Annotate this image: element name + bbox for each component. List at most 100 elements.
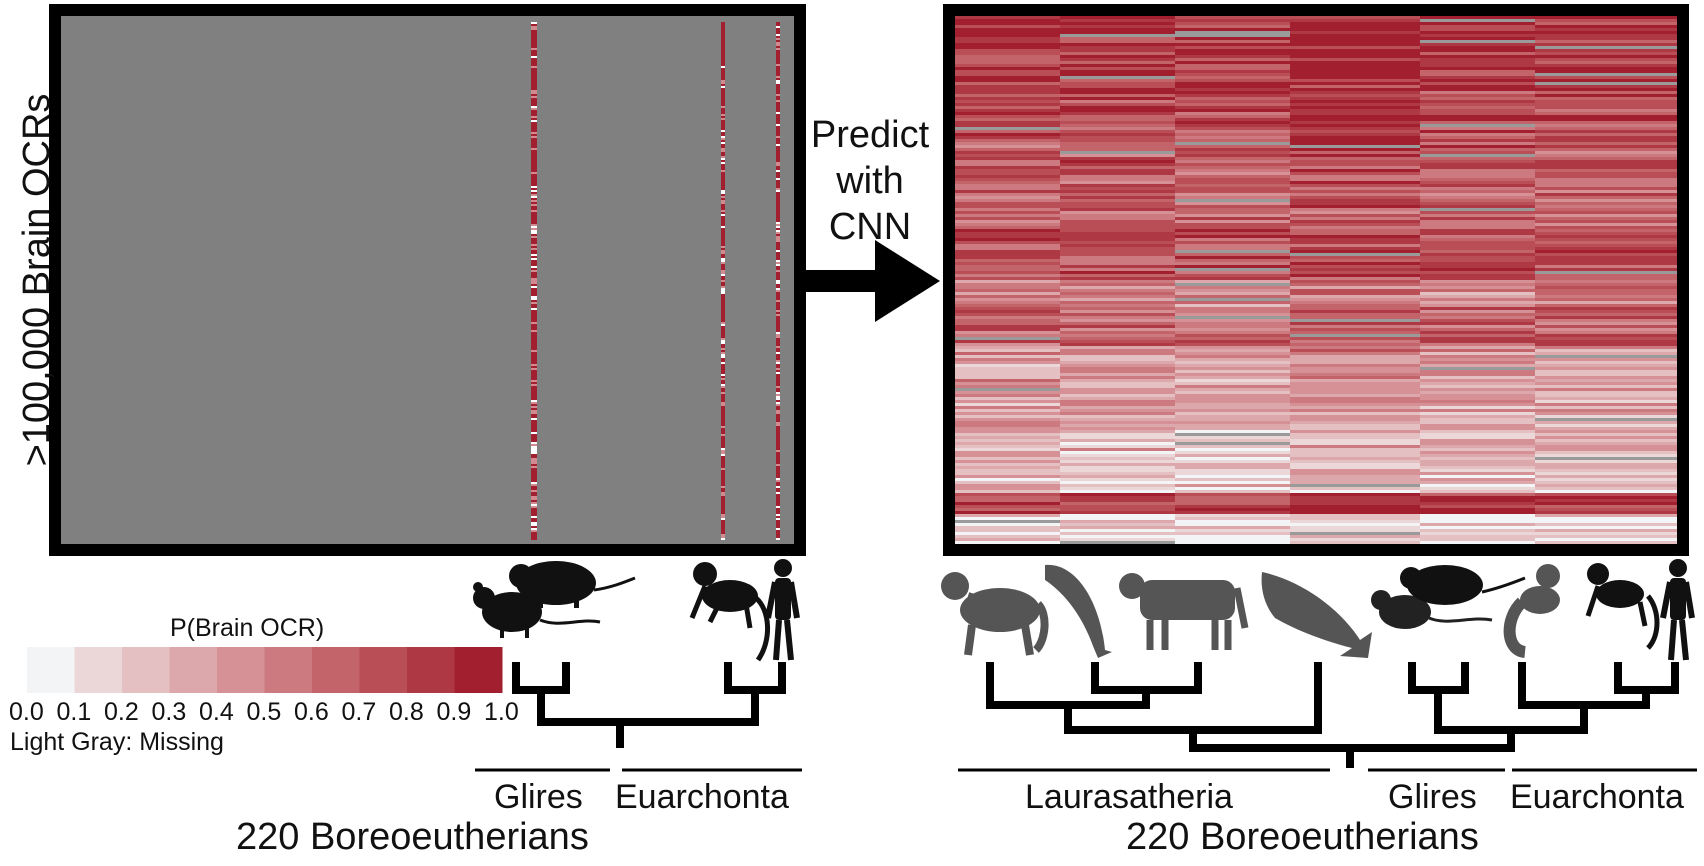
right-heatmap-cell: [1060, 433, 1175, 436]
rat-icon-right: [1400, 565, 1526, 605]
left-observed-cell: [531, 308, 537, 310]
right-heatmap-cell: [1420, 331, 1535, 334]
left-observed-cell: [776, 96, 780, 98]
left-observed-cell: [776, 64, 780, 66]
right-heatmap-cell: [1060, 43, 1175, 46]
right-heatmap-cell: [1535, 409, 1677, 412]
left-observed-cell: [531, 26, 537, 28]
right-heatmap-cell: [1175, 31, 1290, 34]
left-observed-cell: [776, 74, 780, 76]
right-heatmap-cell: [1175, 85, 1290, 88]
left-observed-cell: [776, 384, 780, 386]
right-heatmap-cell: [1420, 22, 1535, 25]
right-heatmap-cell: [955, 373, 1060, 376]
left-observed-cell: [721, 320, 725, 322]
right-heatmap-cell: [955, 361, 1060, 364]
left-observed-cell: [776, 32, 780, 34]
right-heatmap-cell: [955, 250, 1060, 253]
right-heatmap-cell: [1420, 145, 1535, 148]
right-heatmap-cell: [1535, 19, 1677, 22]
left-observed-cell: [531, 276, 537, 278]
right-heatmap-cell: [1175, 484, 1290, 487]
left-observed-cell: [776, 334, 780, 336]
left-observed-cell: [776, 70, 780, 72]
right-heatmap-cell: [1175, 448, 1290, 451]
left-observed-cell: [776, 358, 780, 360]
left-observed-cell: [776, 308, 780, 310]
right-heatmap-cell: [1060, 79, 1175, 82]
left-observed-cell: [531, 272, 537, 274]
right-heatmap-cell: [955, 235, 1060, 238]
left-observed-cell: [776, 152, 780, 154]
left-observed-cell: [531, 170, 537, 172]
right-heatmap-cell: [1060, 502, 1175, 505]
left-observed-cell: [721, 36, 725, 38]
left-observed-cell: [531, 330, 537, 332]
right-heatmap-cell: [1290, 376, 1420, 379]
left-observed-cell: [776, 162, 780, 164]
right-heatmap-cell: [1060, 292, 1175, 295]
right-heatmap-cell: [1175, 232, 1290, 235]
left-observed-cell: [776, 236, 780, 238]
right-heatmap-cell: [1175, 250, 1290, 253]
right-heatmap-cell: [1175, 367, 1290, 370]
left-observed-cell: [776, 470, 780, 472]
left-observed-cell: [721, 278, 725, 280]
left-observed-cell: [531, 102, 537, 104]
left-observed-cell: [776, 328, 780, 330]
right-heatmap-cell: [955, 508, 1060, 511]
left-observed-cell: [531, 356, 537, 358]
left-observed-cell: [721, 440, 725, 442]
right-heatmap-cell: [1535, 184, 1677, 187]
right-heatmap-cell: [1290, 55, 1420, 58]
right-heatmap-cell: [1290, 496, 1420, 499]
left-observed-cell: [776, 276, 780, 278]
right-heatmap-cell: [1060, 385, 1175, 388]
right-heatmap-cell: [1060, 469, 1175, 472]
right-heatmap-cell: [1060, 205, 1175, 208]
left-observed-cell: [531, 522, 537, 524]
right-heatmap-cell: [1060, 115, 1175, 118]
left-observed-cell: [776, 56, 780, 58]
right-heatmap-cell: [955, 76, 1060, 79]
right-heatmap-cell: [1290, 325, 1420, 328]
right-heatmap-cell: [1175, 214, 1290, 217]
right-heatmap-cell: [1060, 199, 1175, 202]
legend-swatch: [74, 647, 123, 693]
left-observed-cell: [531, 402, 537, 404]
right-heatmap-cell: [1175, 328, 1290, 331]
left-observed-cell: [531, 416, 537, 418]
right-heatmap-cell: [1420, 496, 1535, 499]
left-observed-cell: [776, 112, 780, 114]
left-observed-cell: [721, 380, 725, 382]
left-observed-cell: [531, 486, 537, 488]
right-heatmap-cell: [1060, 106, 1175, 109]
left-observed-cell: [776, 346, 780, 348]
right-heatmap-cell: [1060, 229, 1175, 232]
right-heatmap-cell: [1060, 520, 1175, 523]
right-heatmap-cell: [1175, 355, 1290, 358]
right-heatmap-cell: [955, 91, 1060, 94]
right-heatmap-cell: [1290, 28, 1420, 31]
right-heatmap-cell: [955, 535, 1060, 538]
left-observed-cell: [776, 86, 780, 88]
right-heatmap-cell: [1420, 58, 1535, 61]
left-observed-cell: [531, 224, 537, 226]
right-heatmap-cell: [1175, 268, 1290, 271]
right-heatmap-cell: [1420, 526, 1535, 529]
right-heatmap-cell: [1175, 445, 1290, 448]
right-heatmap-cell: [1290, 298, 1420, 301]
right-heatmap-cell: [955, 463, 1060, 466]
right-heatmap-cell: [1060, 259, 1175, 262]
right-heatmap-cell: [1175, 61, 1290, 64]
right-heatmap-cell: [1060, 280, 1175, 283]
right-heatmap-cell: [955, 511, 1060, 514]
left-observed-cell: [776, 524, 780, 526]
right-heatmap-cell: [1535, 127, 1677, 130]
left-observed-cell: [531, 82, 537, 84]
right-heatmap-cell: [1420, 427, 1535, 430]
left-observed-cell: [721, 272, 725, 274]
right-heatmap-cell: [1535, 538, 1677, 541]
right-heatmap-cell: [1060, 19, 1175, 22]
